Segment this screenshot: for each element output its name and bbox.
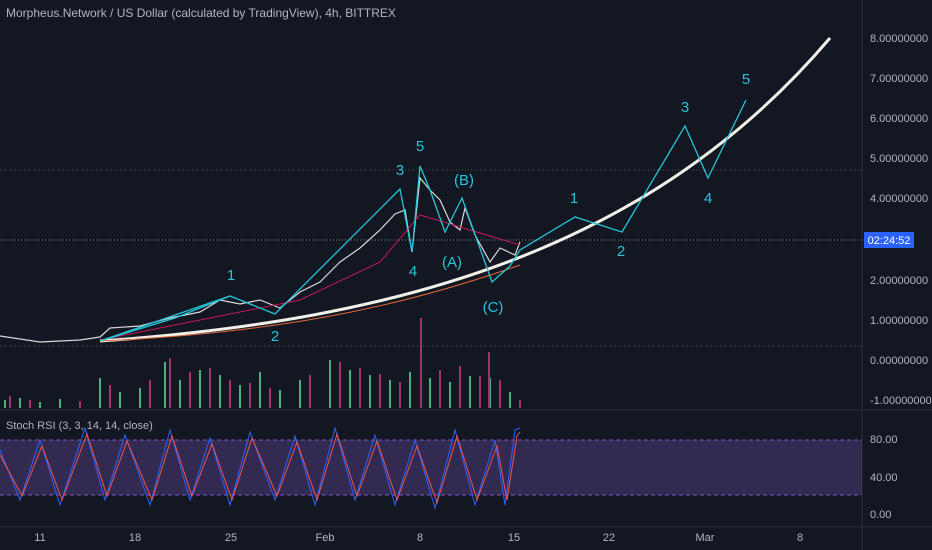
rsi-label: 40.00 bbox=[870, 472, 898, 484]
wave-label: 5 bbox=[742, 71, 750, 88]
price-label: 6.00000000 bbox=[870, 113, 928, 125]
price-label: 1.00000000 bbox=[870, 315, 928, 327]
wave-label: (B) bbox=[454, 172, 474, 189]
time-label: 25 bbox=[225, 532, 237, 544]
chart-title: Morpheus.Network / US Dollar (calculated… bbox=[6, 6, 396, 20]
wave-label: 4 bbox=[409, 263, 417, 280]
moving-average bbox=[99, 214, 521, 341]
time-label: 18 bbox=[129, 532, 141, 544]
wave-label: 2 bbox=[617, 243, 625, 260]
countdown-tag bbox=[864, 232, 914, 248]
wave-label: 5 bbox=[416, 138, 424, 155]
time-label: 11 bbox=[34, 532, 45, 544]
time-label: 8 bbox=[797, 532, 803, 544]
indicator-label: Stoch RSI (3, 3, 14, 14, close) bbox=[6, 420, 153, 432]
wave-label: 1 bbox=[570, 190, 578, 207]
time-label: Mar bbox=[696, 532, 715, 544]
curve-ma bbox=[99, 264, 521, 342]
wave-label: (A) bbox=[442, 254, 462, 271]
price-label: 7.00000000 bbox=[870, 73, 928, 85]
wave-label: 4 bbox=[704, 190, 712, 207]
price-label: 2.00000000 bbox=[870, 275, 928, 287]
rsi-label: 80.00 bbox=[870, 434, 898, 446]
wave-label: 2 bbox=[271, 328, 279, 345]
wave-label: 3 bbox=[681, 99, 689, 116]
rsi-k bbox=[0, 426, 521, 510]
countdown: 02:24:52 bbox=[868, 235, 911, 247]
price-label: 8.00000000 bbox=[870, 33, 928, 45]
wave-line bbox=[99, 99, 747, 342]
price-label: -1.00000000 bbox=[870, 395, 932, 407]
wave-label: (C) bbox=[483, 299, 504, 316]
rsi-d bbox=[0, 431, 521, 505]
time-label: Feb bbox=[316, 532, 335, 544]
volume bbox=[4, 318, 521, 408]
curve bbox=[99, 37, 832, 343]
wave-line bbox=[99, 295, 231, 342]
price-label: 0.00000000 bbox=[870, 355, 928, 367]
price-label: 5.00000000 bbox=[870, 153, 928, 165]
time-label: 15 bbox=[508, 532, 520, 544]
wave-label: 1 bbox=[227, 267, 235, 284]
wave-label: 3 bbox=[396, 162, 404, 179]
time-label: 22 bbox=[603, 532, 615, 544]
rsi-label: 0.00 bbox=[870, 509, 891, 521]
time-label: 8 bbox=[417, 532, 423, 544]
price-label: 4.00000000 bbox=[870, 193, 928, 205]
